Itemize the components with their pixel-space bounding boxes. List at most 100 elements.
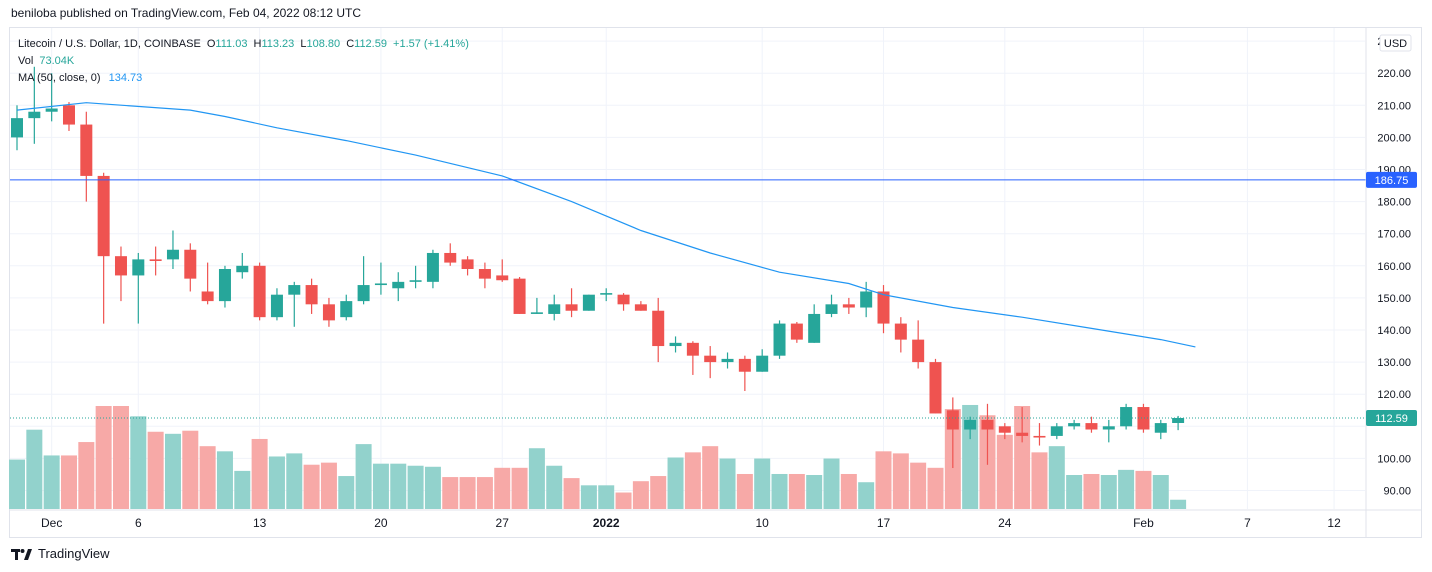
candle[interactable] (877, 285, 890, 334)
candle[interactable] (62, 102, 75, 131)
candle[interactable] (270, 288, 283, 321)
candle[interactable] (392, 272, 405, 302)
candle[interactable] (218, 265, 231, 308)
candle[interactable] (322, 297, 335, 327)
candle[interactable] (1120, 403, 1133, 430)
candle[interactable] (28, 66, 41, 144)
candle-body (253, 265, 266, 318)
candle[interactable] (11, 105, 23, 151)
candle[interactable] (946, 397, 959, 469)
currency-badge[interactable]: USD (1379, 34, 1412, 52)
legend-change: +1.57 (+1.41%) (393, 38, 469, 50)
candle-body (998, 426, 1011, 433)
candle-body (340, 301, 353, 318)
candle[interactable] (1172, 415, 1185, 431)
volume-bar (407, 465, 424, 509)
volume-bar (1048, 446, 1065, 509)
candle-body (1102, 426, 1115, 430)
candle[interactable] (530, 297, 543, 314)
candle[interactable] (201, 262, 214, 305)
candle[interactable] (565, 288, 578, 318)
candle[interactable] (617, 293, 630, 311)
candle[interactable] (825, 294, 838, 318)
candle[interactable] (114, 246, 127, 302)
candle[interactable] (97, 172, 110, 324)
candle[interactable] (790, 321, 803, 343)
candle[interactable] (1033, 423, 1046, 446)
candle[interactable] (738, 355, 751, 391)
volume-bar (320, 462, 337, 509)
candle[interactable] (773, 320, 786, 359)
candle[interactable] (166, 230, 179, 270)
candle-body (218, 269, 231, 302)
candle[interactable] (634, 301, 647, 311)
candle[interactable] (461, 256, 474, 276)
candle[interactable] (756, 349, 769, 372)
volume-bar (372, 463, 389, 509)
legend-volume-row[interactable]: Vol 73.04K (18, 53, 469, 70)
candle[interactable] (45, 73, 58, 122)
candle[interactable] (704, 346, 717, 379)
candle[interactable] (1137, 403, 1150, 433)
candle-body (894, 323, 907, 340)
candle[interactable] (132, 252, 145, 324)
candle[interactable] (1154, 419, 1167, 440)
volume-bar (1066, 475, 1083, 509)
candle[interactable] (305, 278, 318, 314)
candle[interactable] (860, 281, 873, 318)
candle[interactable] (912, 320, 925, 369)
candle[interactable] (149, 246, 162, 276)
candle[interactable] (929, 358, 942, 414)
candle[interactable] (548, 294, 561, 321)
legend-symbol[interactable]: Litecoin / U.S. Dollar, 1D, COINBASE (18, 38, 201, 50)
candle[interactable] (496, 259, 509, 282)
candle[interactable] (1050, 423, 1063, 440)
candle[interactable] (808, 304, 821, 343)
candle[interactable] (426, 249, 439, 289)
candle[interactable] (894, 317, 907, 353)
hline-price-tag: 186.75 (1366, 171, 1417, 188)
candle[interactable] (1016, 407, 1029, 443)
candle[interactable] (444, 243, 457, 266)
candle[interactable] (236, 252, 249, 279)
candle[interactable] (998, 423, 1011, 440)
candle[interactable] (288, 281, 301, 327)
volume-bar (754, 458, 771, 509)
candle[interactable] (253, 262, 266, 321)
candle[interactable] (374, 262, 387, 295)
candle[interactable] (721, 352, 734, 369)
volume-bar (910, 462, 927, 509)
candle[interactable] (964, 416, 977, 440)
time-tick-label: 24 (998, 516, 1012, 530)
candle-body (600, 293, 613, 295)
candle[interactable] (981, 403, 994, 465)
candle[interactable] (652, 297, 665, 363)
legend-ma-row[interactable]: MA (50, close, 0) 134.73 (18, 70, 469, 87)
candle[interactable] (1102, 419, 1115, 443)
candle[interactable] (80, 111, 93, 202)
candle[interactable] (409, 265, 422, 289)
candle-body (582, 294, 595, 311)
candle[interactable] (669, 336, 682, 353)
candle[interactable] (1068, 419, 1081, 430)
candle[interactable] (582, 294, 595, 311)
candle[interactable] (686, 341, 699, 375)
candle[interactable] (340, 294, 353, 321)
candle[interactable] (478, 262, 491, 289)
candle-body (1120, 407, 1133, 427)
volume-bar (216, 451, 233, 509)
candle[interactable] (184, 243, 197, 292)
candle-body (877, 291, 890, 324)
candle-body (548, 304, 561, 314)
candle-body (842, 304, 855, 308)
candle[interactable] (1085, 416, 1098, 433)
price-tick-label: 220.00 (1377, 68, 1411, 80)
candle[interactable] (842, 297, 855, 314)
volume-bar (199, 446, 216, 509)
candle[interactable] (600, 288, 613, 302)
candle[interactable] (513, 277, 526, 314)
price-tick-label: 210.00 (1377, 100, 1411, 112)
candle[interactable] (357, 256, 370, 305)
tradingview-footer[interactable]: TradingView (11, 546, 110, 561)
